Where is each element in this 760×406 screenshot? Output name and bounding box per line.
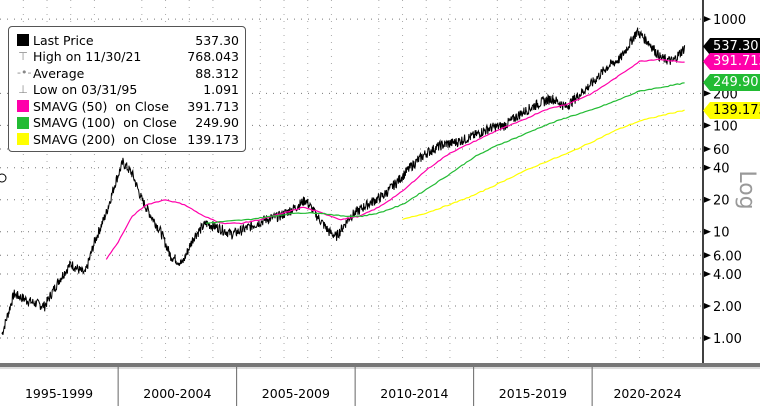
tick-mark	[704, 145, 711, 152]
y-tick-label: 10	[713, 226, 730, 241]
legend-value: 249.90	[195, 115, 239, 130]
series-line-smavg-200-	[402, 109, 685, 221]
legend-label: SMAVG (100) on Close	[33, 115, 177, 130]
series-line-smavg-50-	[105, 58, 685, 260]
low-icon: ⊥	[18, 82, 28, 96]
legend-label: SMAVG (50) on Close	[33, 98, 169, 114]
legend-swatch	[17, 100, 29, 112]
y-tick-label: 1000	[713, 13, 746, 28]
legend-swatch	[17, 34, 29, 46]
legend-label: Average	[33, 65, 85, 81]
legend-label: Last Price	[33, 32, 94, 48]
x-tick-label: 2010-2014	[380, 386, 448, 401]
legend-item: -•- Average 88.312	[17, 65, 239, 81]
y-tick-label: 40	[713, 162, 730, 177]
tick-mark	[704, 228, 711, 235]
series-line-last-price	[1, 27, 686, 335]
legend-label: High on 11/30/21	[33, 49, 142, 64]
tick-mark	[704, 303, 711, 310]
legend-item: ⊥ Low on 03/31/95 1.091	[17, 82, 239, 98]
legend-item: Last Price 537.30	[17, 32, 239, 48]
average-icon: -•-	[17, 66, 32, 79]
y-tick-label: 1.00	[713, 332, 742, 347]
y-tick-label: 4.00	[713, 268, 742, 283]
legend: Last Price 537.30 ⊤ High on 11/30/21 768.043…	[8, 26, 246, 152]
y-tick-label: 2.00	[713, 300, 742, 315]
high-icon: ⊤	[18, 49, 28, 63]
legend-item: SMAVG (100) on Close 249.90	[17, 115, 239, 131]
left-handle	[0, 173, 7, 183]
legend-value: 139.173	[187, 131, 239, 147]
value-tag: 391.713	[703, 53, 760, 70]
legend-swatch	[17, 133, 29, 145]
value-tag: 537.30	[703, 38, 760, 55]
tick-mark	[704, 164, 711, 171]
legend-item: SMAVG (50) on Close 391.713	[17, 98, 239, 114]
tick-mark	[704, 90, 711, 97]
y-tick-label: 200	[713, 87, 738, 102]
y-tick-label: 6.00	[713, 249, 742, 264]
legend-swatch	[17, 116, 29, 129]
x-tick-label: 2005-2009	[262, 386, 330, 401]
tick-mark	[704, 252, 711, 259]
legend-item: ⊤ High on 11/30/21 768.043	[17, 49, 239, 65]
legend-label: Low on 03/31/95	[33, 82, 138, 97]
y-tick-label: 100	[713, 119, 738, 134]
x-tick-label: 1995-1999	[25, 386, 93, 401]
value-tag: 249.90	[703, 74, 760, 91]
y-tick-label: 60	[713, 143, 730, 158]
legend-label: SMAVG (200) on Close	[33, 131, 177, 147]
x-tick-label: 2015-2019	[499, 386, 567, 401]
legend-value: 391.713	[187, 98, 239, 114]
legend-value: 537.30	[195, 32, 239, 48]
tick-mark	[704, 196, 711, 203]
legend-value: 88.312	[195, 65, 239, 81]
tick-mark	[704, 16, 711, 23]
value-tag: 139.173	[703, 102, 760, 119]
tick-mark	[704, 122, 711, 129]
legend-value: 768.043	[187, 49, 239, 64]
x-tick-label: 2020-2024	[613, 386, 681, 401]
x-axis-bar	[0, 363, 760, 367]
x-tick-label: 2000-2004	[143, 386, 211, 401]
legend-item: SMAVG (200) on Close 139.173	[17, 131, 239, 147]
y-tick-label: 20	[713, 194, 730, 209]
series-line-smavg-100-	[205, 82, 685, 224]
legend-value: 1.091	[203, 82, 239, 97]
tick-mark	[704, 335, 711, 341]
tick-mark	[704, 271, 711, 278]
axis-title: Log	[734, 170, 759, 209]
